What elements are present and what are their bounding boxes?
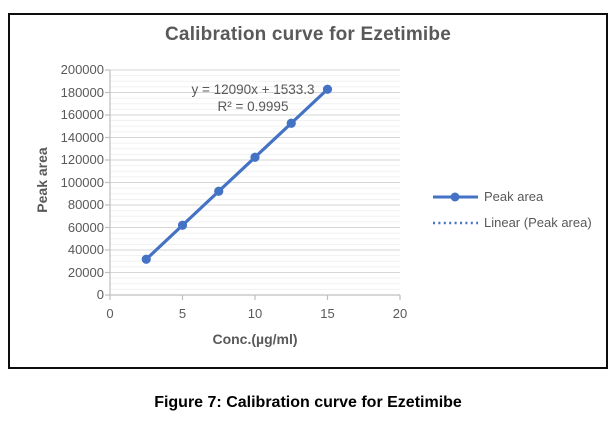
x-tick-label: 5 (178, 306, 187, 321)
plot-svg (105, 69, 401, 300)
y-tick-label: 40000 (67, 242, 104, 257)
data-point-marker (214, 186, 224, 196)
legend-item-peak-area: Peak area (432, 189, 592, 204)
y-tick-label: 20000 (67, 264, 104, 280)
data-point-marker (250, 152, 260, 162)
trendline (145, 88, 329, 260)
y-tick-label: 60000 (67, 219, 104, 235)
y-tick-label: 0 (96, 287, 104, 302)
r-squared-text: R² = 0.9995 (217, 99, 289, 114)
figure-caption: Figure 7: Calibration curve for Ezetimib… (154, 394, 462, 411)
data-point-marker (141, 254, 151, 264)
dotted-line-icon (433, 221, 478, 224)
x-tick-label: 10 (247, 306, 263, 321)
legend-label-linear-peak-area: Linear (Peak area) (484, 215, 592, 230)
solid-line-marker-icon (433, 192, 478, 201)
x-axis-title: Conc.(µg/ml) (212, 331, 298, 347)
y-tick-label: 120000 (60, 152, 104, 167)
y-tick-label: 80000 (67, 197, 104, 212)
legend-label-peak-area: Peak area (484, 189, 544, 204)
y-tick-label: 180000 (60, 84, 104, 100)
trendline-equation-annotation: y = 12090x + 1533.3 R² = 0.9995 (158, 81, 348, 115)
y-tick-label: 140000 (60, 129, 104, 145)
y-tick-label: 200000 (60, 62, 104, 77)
chart-legend: Peak area Linear (Peak area) (432, 189, 592, 230)
chart-title: Calibration curve for Ezetimibe (165, 24, 451, 45)
y-tick-label: 160000 (60, 107, 104, 122)
y-tick-label: 100000 (60, 174, 104, 190)
data-point-marker (177, 220, 188, 230)
x-tick-label: 0 (106, 306, 114, 321)
x-tick-label: 15 (320, 306, 335, 321)
data-point-marker (286, 118, 296, 128)
legend-item-linear-peak-area: Linear (Peak area) (432, 215, 592, 230)
x-tick-label: 20 (392, 306, 408, 321)
chart-area: Calibration curve for Ezetimibe Peak are… (8, 13, 608, 369)
equation-text: y = 12090x + 1533.3 (191, 82, 315, 97)
data-point-marker (322, 84, 333, 94)
